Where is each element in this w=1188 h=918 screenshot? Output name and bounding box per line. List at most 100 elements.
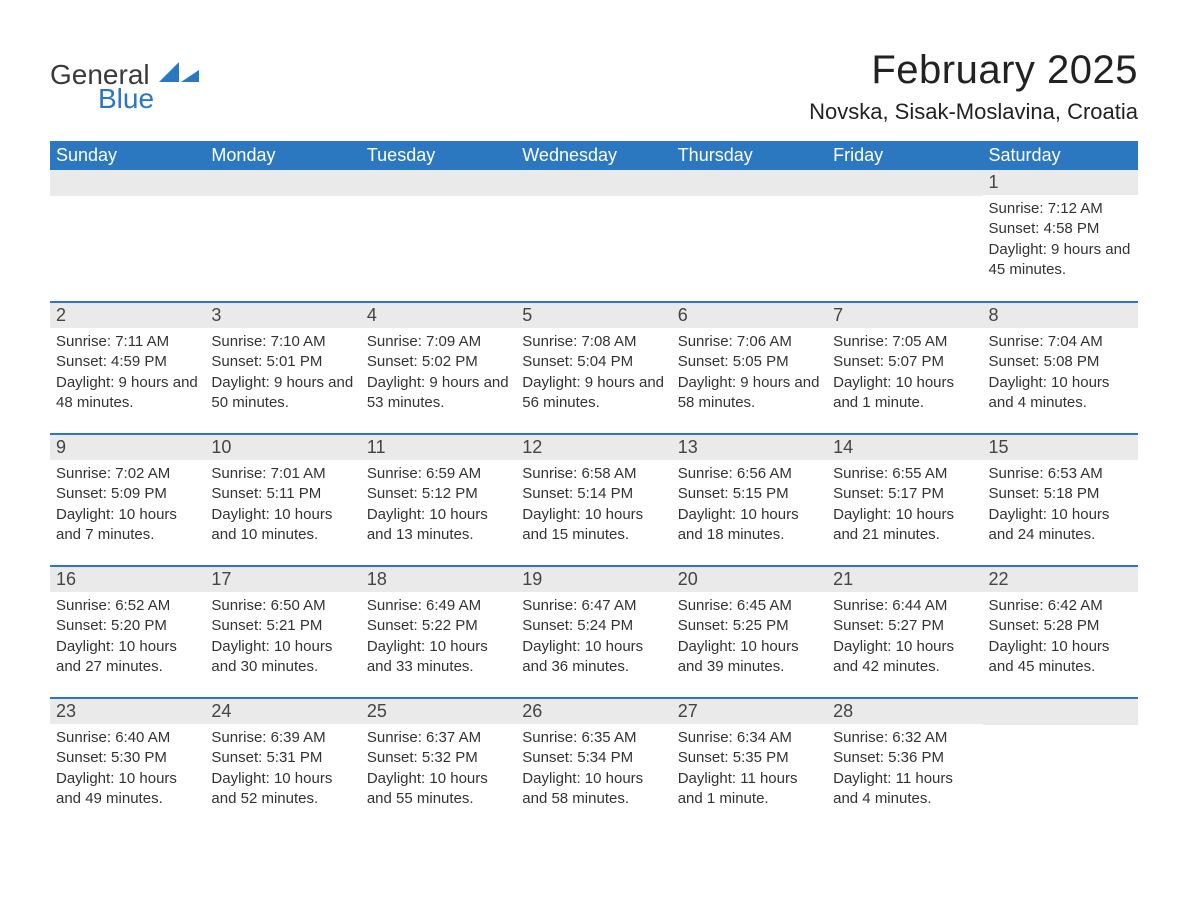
day-detail: Sunrise: 6:39 AMSunset: 5:31 PMDaylight:…: [205, 724, 360, 809]
calendar-day-cell: 18Sunrise: 6:49 AMSunset: 5:22 PMDayligh…: [361, 566, 516, 698]
calendar-week-row: 9Sunrise: 7:02 AMSunset: 5:09 PMDaylight…: [50, 434, 1138, 566]
weekday-header-row: Sunday Monday Tuesday Wednesday Thursday…: [50, 141, 1138, 170]
daylight-text: Daylight: 10 hours and 45 minutes.: [989, 637, 1132, 678]
calendar-day-cell: 25Sunrise: 6:37 AMSunset: 5:32 PMDayligh…: [361, 698, 516, 830]
sunrise-text: Sunrise: 7:10 AM: [211, 332, 354, 352]
day-detail: Sunrise: 7:08 AMSunset: 5:04 PMDaylight:…: [516, 328, 671, 413]
sunset-text: Sunset: 5:31 PM: [211, 748, 354, 768]
calendar-day-cell: 21Sunrise: 6:44 AMSunset: 5:27 PMDayligh…: [827, 566, 982, 698]
day-number: 28: [827, 699, 982, 724]
calendar-day-cell: 26Sunrise: 6:35 AMSunset: 5:34 PMDayligh…: [516, 698, 671, 830]
daylight-text: Daylight: 10 hours and 39 minutes.: [678, 637, 821, 678]
sunset-text: Sunset: 5:34 PM: [522, 748, 665, 768]
sunrise-text: Sunrise: 6:59 AM: [367, 464, 510, 484]
calendar-day-cell: [827, 170, 982, 302]
calendar-day-cell: 20Sunrise: 6:45 AMSunset: 5:25 PMDayligh…: [672, 566, 827, 698]
daylight-text: Daylight: 10 hours and 55 minutes.: [367, 769, 510, 810]
sunrise-text: Sunrise: 6:39 AM: [211, 728, 354, 748]
day-detail: Sunrise: 6:44 AMSunset: 5:27 PMDaylight:…: [827, 592, 982, 677]
sunset-text: Sunset: 5:18 PM: [989, 484, 1132, 504]
sunset-text: Sunset: 5:09 PM: [56, 484, 199, 504]
sunset-text: Sunset: 5:17 PM: [833, 484, 976, 504]
day-detail: Sunrise: 6:45 AMSunset: 5:25 PMDaylight:…: [672, 592, 827, 677]
daylight-text: Daylight: 10 hours and 10 minutes.: [211, 505, 354, 546]
sunrise-text: Sunrise: 7:08 AM: [522, 332, 665, 352]
day-number: 26: [516, 699, 671, 724]
calendar-day-cell: 23Sunrise: 6:40 AMSunset: 5:30 PMDayligh…: [50, 698, 205, 830]
calendar-day-cell: [516, 170, 671, 302]
day-detail: Sunrise: 7:01 AMSunset: 5:11 PMDaylight:…: [205, 460, 360, 545]
empty-day: [50, 170, 205, 196]
empty-day: [983, 699, 1138, 725]
day-detail: Sunrise: 6:58 AMSunset: 5:14 PMDaylight:…: [516, 460, 671, 545]
day-detail: Sunrise: 6:53 AMSunset: 5:18 PMDaylight:…: [983, 460, 1138, 545]
daylight-text: Daylight: 10 hours and 52 minutes.: [211, 769, 354, 810]
daylight-text: Daylight: 10 hours and 49 minutes.: [56, 769, 199, 810]
day-number: 11: [361, 435, 516, 460]
empty-day: [672, 170, 827, 196]
sunrise-text: Sunrise: 7:05 AM: [833, 332, 976, 352]
daylight-text: Daylight: 9 hours and 45 minutes.: [989, 240, 1132, 281]
daylight-text: Daylight: 9 hours and 58 minutes.: [678, 373, 821, 414]
location-text: Novska, Sisak-Moslavina, Croatia: [809, 99, 1138, 125]
day-detail: Sunrise: 6:52 AMSunset: 5:20 PMDaylight:…: [50, 592, 205, 677]
sunset-text: Sunset: 5:24 PM: [522, 616, 665, 636]
day-number: 4: [361, 303, 516, 328]
day-number: 12: [516, 435, 671, 460]
day-detail: Sunrise: 6:55 AMSunset: 5:17 PMDaylight:…: [827, 460, 982, 545]
day-detail: Sunrise: 6:42 AMSunset: 5:28 PMDaylight:…: [983, 592, 1138, 677]
calendar-day-cell: 12Sunrise: 6:58 AMSunset: 5:14 PMDayligh…: [516, 434, 671, 566]
calendar-day-cell: [672, 170, 827, 302]
day-detail: Sunrise: 6:47 AMSunset: 5:24 PMDaylight:…: [516, 592, 671, 677]
sunset-text: Sunset: 5:22 PM: [367, 616, 510, 636]
sunset-text: Sunset: 5:05 PM: [678, 352, 821, 372]
day-detail: Sunrise: 7:12 AMSunset: 4:58 PMDaylight:…: [983, 195, 1138, 280]
day-number: 13: [672, 435, 827, 460]
day-detail: Sunrise: 6:40 AMSunset: 5:30 PMDaylight:…: [50, 724, 205, 809]
day-detail: Sunrise: 7:09 AMSunset: 5:02 PMDaylight:…: [361, 328, 516, 413]
sunset-text: Sunset: 5:36 PM: [833, 748, 976, 768]
calendar-day-cell: 16Sunrise: 6:52 AMSunset: 5:20 PMDayligh…: [50, 566, 205, 698]
calendar-day-cell: 27Sunrise: 6:34 AMSunset: 5:35 PMDayligh…: [672, 698, 827, 830]
month-title: February 2025: [809, 48, 1138, 93]
calendar-day-cell: 3Sunrise: 7:10 AMSunset: 5:01 PMDaylight…: [205, 302, 360, 434]
sunset-text: Sunset: 5:25 PM: [678, 616, 821, 636]
day-number: 20: [672, 567, 827, 592]
daylight-text: Daylight: 9 hours and 50 minutes.: [211, 373, 354, 414]
logo-text-blue: Blue: [98, 85, 199, 113]
sunrise-text: Sunrise: 6:58 AM: [522, 464, 665, 484]
sunset-text: Sunset: 5:04 PM: [522, 352, 665, 372]
day-number: 5: [516, 303, 671, 328]
daylight-text: Daylight: 10 hours and 58 minutes.: [522, 769, 665, 810]
sunset-text: Sunset: 5:07 PM: [833, 352, 976, 372]
weekday-header: Saturday: [983, 141, 1138, 170]
sunrise-text: Sunrise: 7:02 AM: [56, 464, 199, 484]
day-number: 7: [827, 303, 982, 328]
sunrise-text: Sunrise: 7:12 AM: [989, 199, 1132, 219]
daylight-text: Daylight: 10 hours and 1 minute.: [833, 373, 976, 414]
daylight-text: Daylight: 11 hours and 4 minutes.: [833, 769, 976, 810]
sunset-text: Sunset: 5:35 PM: [678, 748, 821, 768]
day-detail: Sunrise: 6:59 AMSunset: 5:12 PMDaylight:…: [361, 460, 516, 545]
calendar-day-cell: 8Sunrise: 7:04 AMSunset: 5:08 PMDaylight…: [983, 302, 1138, 434]
sunrise-text: Sunrise: 7:01 AM: [211, 464, 354, 484]
calendar-day-cell: [361, 170, 516, 302]
sunrise-text: Sunrise: 6:47 AM: [522, 596, 665, 616]
sunset-text: Sunset: 4:59 PM: [56, 352, 199, 372]
sunrise-text: Sunrise: 6:44 AM: [833, 596, 976, 616]
day-number: 27: [672, 699, 827, 724]
calendar-day-cell: 1Sunrise: 7:12 AMSunset: 4:58 PMDaylight…: [983, 170, 1138, 302]
empty-day: [827, 170, 982, 196]
sunrise-text: Sunrise: 6:55 AM: [833, 464, 976, 484]
day-number: 14: [827, 435, 982, 460]
sunset-text: Sunset: 5:02 PM: [367, 352, 510, 372]
sunrise-text: Sunrise: 7:11 AM: [56, 332, 199, 352]
day-number: 2: [50, 303, 205, 328]
calendar-day-cell: 13Sunrise: 6:56 AMSunset: 5:15 PMDayligh…: [672, 434, 827, 566]
day-detail: Sunrise: 7:11 AMSunset: 4:59 PMDaylight:…: [50, 328, 205, 413]
day-number: 19: [516, 567, 671, 592]
calendar-day-cell: [983, 698, 1138, 830]
daylight-text: Daylight: 10 hours and 33 minutes.: [367, 637, 510, 678]
calendar-day-cell: 5Sunrise: 7:08 AMSunset: 5:04 PMDaylight…: [516, 302, 671, 434]
calendar-day-cell: [205, 170, 360, 302]
